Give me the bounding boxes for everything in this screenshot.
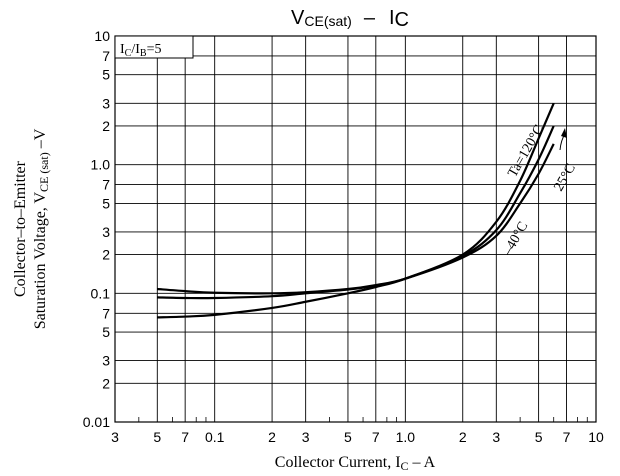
- x-tick-label: 3: [302, 429, 310, 445]
- y-tick-label: 2: [102, 247, 110, 263]
- y-axis-label-line2: Saturation Voltage, VCE (sat) –V: [32, 128, 51, 329]
- condition-label: IC/IB=5: [120, 42, 161, 59]
- x-tick-label: 5: [535, 429, 543, 445]
- chart-title: VCE(sat) – IC: [291, 7, 409, 31]
- y-tick-label: 7: [102, 48, 110, 64]
- x-tick-label: 7: [372, 429, 380, 445]
- y-tick-label: 5: [102, 324, 110, 340]
- y-tick-label: 3: [102, 95, 110, 111]
- x-tick-label: 3: [111, 429, 119, 445]
- x-tick-label: 3: [492, 429, 500, 445]
- x-tick-label: 7: [181, 429, 189, 445]
- plot-frame: [114, 35, 597, 423]
- x-tick-label: 5: [344, 429, 352, 445]
- y-tick-label: 2: [102, 375, 110, 391]
- condition-box: [114, 35, 194, 59]
- series-line-2: [157, 143, 555, 295]
- y-tick-label: 2: [102, 118, 110, 134]
- x-tick-label: 5: [153, 429, 161, 445]
- series-line-0: [157, 102, 555, 319]
- y-tick-label: 0.1: [91, 285, 111, 301]
- x-axis-label: Collector Current, IC – A: [275, 454, 436, 473]
- y-tick-label: 5: [102, 195, 110, 211]
- y-tick-labels: 0.01 2 3 5 7 0.1 2 3 5 7 1.0 2 3 5 7 10: [83, 28, 110, 430]
- x-tick-label: 0.1: [205, 429, 225, 445]
- y-tick-label: 5: [102, 67, 110, 83]
- x-tick-labels: 3 5 7 0.1 2 3 5 7 1.0 2 3 5 7 10: [111, 429, 604, 445]
- x-tick-label: 2: [459, 429, 467, 445]
- y-axis-label: Collector–to–Emitter Saturation Voltage,…: [12, 128, 51, 329]
- x-tick-label: 7: [563, 429, 571, 445]
- y-axis-label-line1: Collector–to–Emitter: [12, 160, 29, 297]
- x-tick-label: 2: [268, 429, 276, 445]
- y-tick-label: 1.0: [91, 157, 111, 173]
- y-tick-label: 3: [102, 353, 110, 369]
- x-tick-label: 10: [588, 429, 604, 445]
- y-tick-label: 10: [94, 28, 110, 44]
- y-tick-label: 7: [102, 177, 110, 193]
- series-line-1: [157, 125, 555, 300]
- series-pointer-arrowhead: [561, 128, 567, 138]
- y-tick-label: 0.01: [83, 414, 110, 430]
- series-group: [157, 102, 555, 319]
- grid: [115, 36, 596, 422]
- y-tick-label: 7: [102, 305, 110, 321]
- series-label-25: 25°C: [551, 161, 578, 194]
- y-tick-label: 3: [102, 224, 110, 240]
- x-tick-label: 1.0: [396, 429, 416, 445]
